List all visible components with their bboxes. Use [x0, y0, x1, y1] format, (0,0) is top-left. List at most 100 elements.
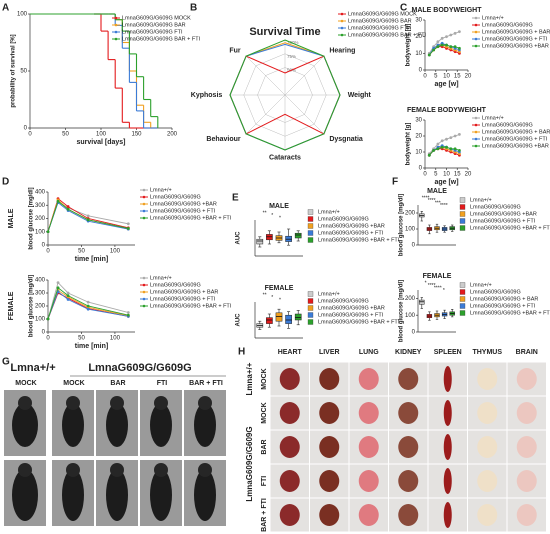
y-axis-label: blood glucose [mg/dl]	[399, 280, 405, 342]
point	[445, 145, 448, 149]
y-axis-label: blood glucose [mg/dl]	[29, 187, 35, 249]
legend-marker	[142, 290, 146, 294]
legend-label: LmnaG609G/G609G + FTI	[470, 218, 536, 224]
significance: *	[425, 280, 427, 286]
mouse-head	[198, 396, 212, 410]
legend-label: LmnaG609G/G609G +BAR + FTI	[482, 43, 550, 49]
chart-title: MALE	[269, 203, 289, 210]
legend-swatch	[459, 303, 466, 309]
point	[440, 145, 444, 149]
y-tick-label: 0	[42, 330, 46, 336]
legend-label: LmnaG609G/G609G	[482, 22, 533, 28]
y-tick-label: 20	[415, 34, 422, 40]
x-tick-label: 50	[62, 132, 69, 138]
y-tick-label: 100	[35, 229, 46, 235]
legend-swatch	[307, 216, 314, 222]
box	[419, 299, 425, 305]
legend-label: Lmna+/+	[470, 282, 492, 288]
organ	[319, 504, 340, 526]
legend-marker	[142, 209, 146, 213]
organ	[319, 470, 340, 492]
organ	[443, 366, 452, 392]
organ	[443, 502, 452, 528]
x-tick-label: 20	[465, 74, 472, 80]
column-label: BRAIN	[516, 349, 538, 356]
x-tick-label: 15	[454, 74, 461, 80]
point	[432, 48, 435, 52]
x-axis-label: age [w]	[434, 179, 458, 186]
organ	[443, 434, 452, 460]
legend-marker	[340, 12, 344, 16]
legend-label: Lmna+/+	[482, 115, 504, 121]
significance: *	[279, 215, 281, 221]
legend-label: LmnaG609G/G609G +BAR + FTI	[150, 215, 232, 221]
radar-axis-label: Hearing	[329, 48, 355, 55]
point	[126, 311, 130, 314]
legend-label: LmnaG609G/G609G FTI	[122, 29, 183, 35]
panel-letter: E	[232, 193, 239, 204]
y-tick-label: 200	[35, 304, 46, 310]
legend-label: Lmna+/+	[150, 187, 172, 193]
y-tick-label: 100	[405, 227, 416, 233]
significance: ***	[435, 200, 441, 206]
legend-label: LmnaG609G/G609G +BAR + FTI	[150, 303, 232, 309]
organ	[477, 504, 498, 526]
x-tick-label: 150	[131, 132, 142, 138]
radar-axis-label: Fur	[229, 48, 241, 55]
y-axis-label: bodyweight [g]	[406, 123, 412, 166]
mouse	[150, 469, 172, 521]
organ	[358, 470, 379, 492]
y-tick-label: 0	[419, 68, 423, 74]
legend-swatch	[307, 291, 314, 297]
point	[427, 153, 431, 157]
legend-label: LmnaG609G/G609G + BAR	[150, 289, 218, 295]
radar-axis-label: Kyphosis	[191, 92, 223, 99]
column-label: LUNG	[359, 349, 379, 356]
x-axis-label: age [w]	[434, 81, 458, 88]
legend-label: LmnaG609G/G609G + FTI	[482, 36, 548, 42]
legend-swatch	[459, 218, 466, 224]
legend-label: LmnaG609G/G609G +BAR + FTI	[470, 310, 550, 316]
point	[46, 230, 50, 234]
point	[436, 45, 440, 49]
column-label: FTI	[157, 380, 168, 387]
radar-ring-label: 75%	[287, 54, 296, 59]
legend-marker	[142, 188, 146, 192]
chart-title: FEMALE	[423, 273, 452, 280]
box	[266, 317, 273, 324]
legend-label: LmnaG609G/G609G + FTI	[150, 208, 216, 214]
point	[453, 147, 457, 151]
legend-swatch	[459, 296, 466, 302]
legend-label: LmnaG609G/G609G BAR + FTI	[348, 32, 427, 38]
legend-label: LmnaG609G/G609G MOCK	[122, 15, 191, 21]
legend-label: LmnaG609G/G609G + FTI	[470, 303, 536, 309]
point	[440, 139, 444, 143]
organ	[358, 436, 379, 458]
organ	[477, 470, 498, 492]
column-label: SPLEEN	[434, 349, 462, 356]
column-label: HEART	[278, 349, 303, 356]
box	[294, 232, 302, 239]
radar-axis-label: Behaviour	[206, 136, 241, 143]
mouse-head	[66, 463, 80, 477]
mouse-head	[18, 463, 32, 477]
radar-spoke	[245, 55, 286, 96]
panel-letter: A	[2, 3, 9, 14]
legend-swatch	[459, 289, 466, 295]
mouse-head	[66, 396, 80, 410]
legend-swatch	[307, 223, 314, 229]
y-tick-label: 400	[35, 278, 46, 284]
significance: *	[271, 295, 273, 301]
y-tick-label: 200	[35, 216, 46, 222]
point	[66, 205, 70, 208]
organ	[516, 504, 537, 526]
organ	[398, 402, 419, 424]
box	[256, 238, 264, 245]
significance: **	[263, 292, 267, 298]
y-tick-label: 10	[415, 51, 422, 57]
organ	[443, 468, 452, 494]
legend-swatch	[307, 305, 314, 311]
legend-label: LmnaG609G/G609G +BAR	[318, 305, 385, 311]
legend-marker	[142, 202, 146, 206]
